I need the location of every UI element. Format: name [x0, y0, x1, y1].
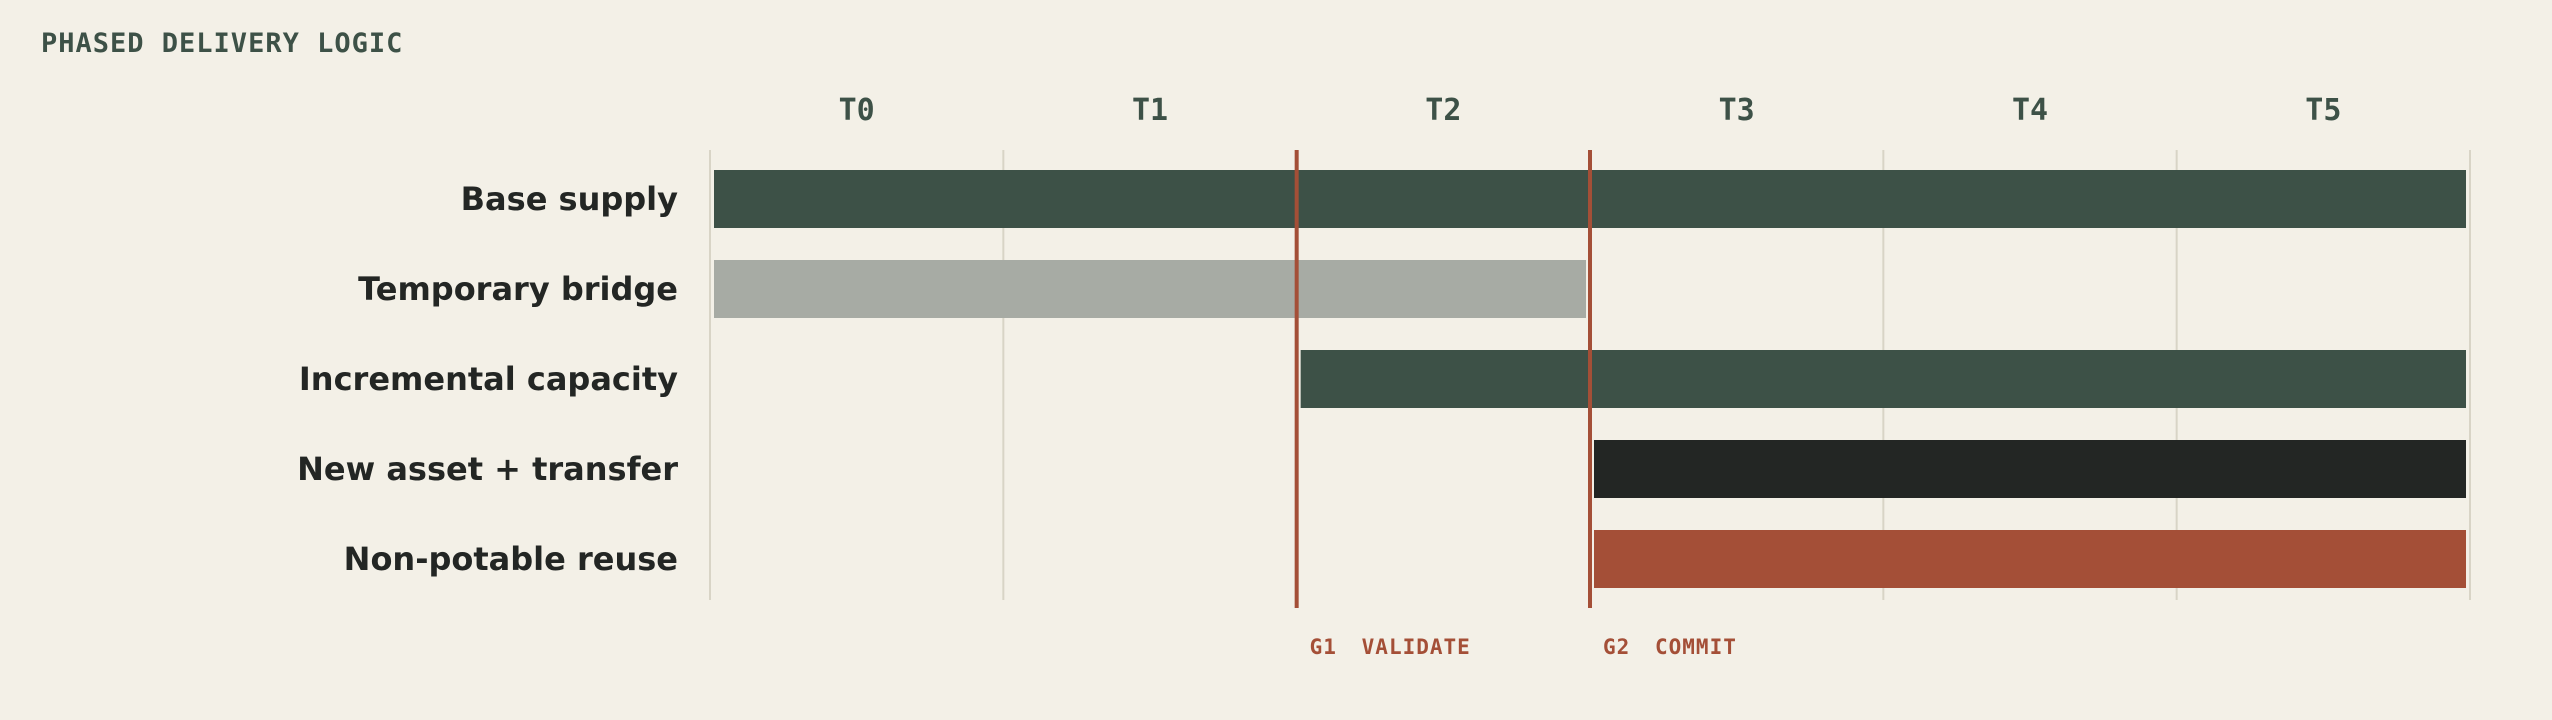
row-label: Base supply	[461, 180, 678, 218]
gate-id: G2	[1603, 635, 1630, 659]
bar	[1300, 350, 2466, 408]
bar	[714, 260, 1586, 318]
period-label: T4	[2012, 93, 2048, 128]
row-label: Incremental capacity	[299, 360, 678, 398]
period-label: T3	[1719, 93, 1755, 128]
period-axis: T0 T1 T2 T3 T4 T5	[839, 93, 2342, 128]
gate-label: COMMIT	[1655, 635, 1737, 659]
gate-label: VALIDATE	[1362, 635, 1471, 659]
row-labels: Base supply Temporary bridge Incremental c…	[297, 180, 678, 578]
gates: G1 VALIDATE G2 COMMIT	[1294, 150, 1737, 659]
period-label: T5	[2305, 93, 2341, 128]
period-label: T1	[1132, 93, 1168, 128]
row-label: New asset + transfer	[297, 450, 678, 488]
period-label: T0	[839, 93, 875, 128]
period-label: T2	[1425, 93, 1461, 128]
row-label: Temporary bridge	[358, 270, 678, 308]
bars	[714, 170, 2466, 588]
bar	[1594, 440, 2466, 498]
gate-id: G1	[1310, 635, 1337, 659]
row-label: Non-potable reuse	[344, 540, 678, 578]
chart-title: PHASED DELIVERY LOGIC	[41, 28, 403, 59]
bar	[1594, 530, 2466, 588]
